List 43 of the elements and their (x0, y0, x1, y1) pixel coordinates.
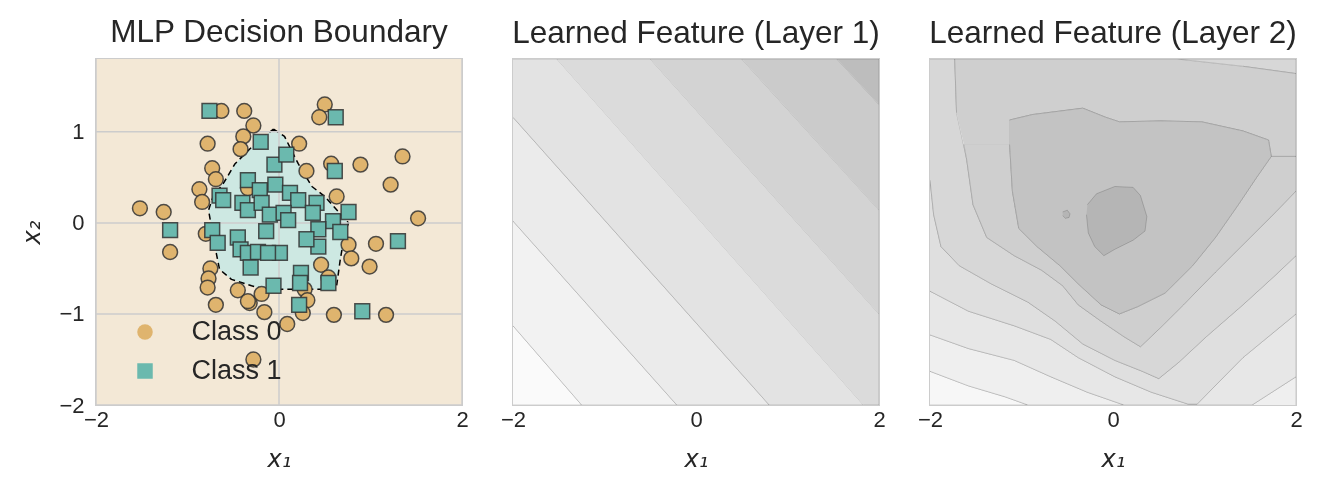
chart-title: MLP Decision Boundary (110, 12, 448, 49)
x-axis-title: x₁ (683, 444, 709, 473)
point (367, 235, 385, 252)
point (236, 102, 253, 120)
y-tick-label: 0 (72, 210, 85, 236)
point (361, 258, 378, 275)
point (311, 109, 328, 126)
point (207, 296, 225, 313)
x-axis-title: x₁ (1100, 444, 1126, 473)
point (409, 210, 427, 227)
point (354, 303, 371, 320)
point (201, 102, 218, 120)
point (279, 315, 296, 333)
x-tick-label: 2 (456, 406, 469, 432)
point (389, 232, 407, 250)
point (325, 306, 343, 324)
point (394, 148, 411, 165)
point (193, 193, 211, 211)
legend-label: Class 0 (191, 316, 282, 346)
point (161, 222, 179, 239)
x-tick-label: −2 (917, 406, 944, 432)
chart-title: Learned Feature (Layer 2) (929, 13, 1297, 50)
y-tick-label: 1 (72, 119, 85, 145)
point (377, 306, 395, 324)
point (327, 109, 344, 126)
y-tick-label: −1 (59, 301, 85, 327)
x-tick-label: 0 (273, 406, 286, 432)
x-tick-label: 0 (1107, 406, 1120, 432)
point (161, 243, 179, 261)
chart-title: Learned Feature (Layer 1) (512, 13, 880, 50)
y-axis-title: x₂ (18, 220, 47, 246)
x-tick-label: 2 (873, 406, 886, 432)
point (155, 203, 172, 221)
point (352, 156, 369, 173)
x-tick-label: 2 (1290, 406, 1303, 432)
legend-label: Class 1 (191, 355, 282, 385)
point (131, 200, 149, 217)
point (382, 176, 399, 193)
x-tick-label: 0 (690, 406, 703, 432)
x-axis-title: x₁ (266, 444, 292, 473)
point (290, 296, 308, 314)
x-tick-label: −2 (500, 406, 527, 432)
point (256, 303, 273, 321)
